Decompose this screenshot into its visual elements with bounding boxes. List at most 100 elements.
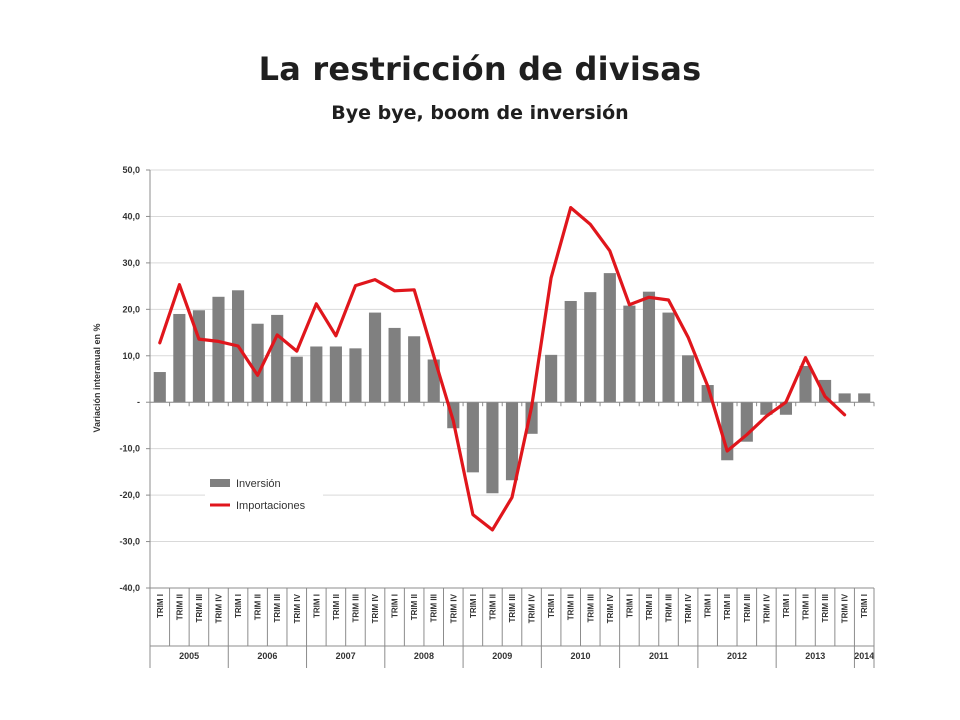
line-series-importaciones: [158, 206, 847, 532]
bar-inversion: [173, 313, 186, 403]
x-tick-label: TRIM IV: [449, 593, 458, 623]
bar-series-inversion: [153, 273, 871, 494]
bar-inversion: [819, 379, 832, 403]
x-tick-label: TRIM I: [234, 594, 243, 618]
bar-inversion: [349, 348, 362, 403]
bar-inversion: [564, 300, 577, 403]
x-tick-label: TRIM II: [645, 594, 654, 620]
x-tick-label: TRIM II: [410, 594, 419, 620]
x-tick-label: TRIM I: [860, 594, 869, 618]
y-tick-label: -: [137, 397, 140, 407]
x-tick-label: TRIM II: [802, 594, 811, 620]
page-subtitle: Bye bye, boom de inversión: [331, 102, 629, 124]
x-tick-label: TRIM II: [723, 594, 732, 620]
x-tick-label: TRIM II: [332, 594, 341, 620]
y-tick-label: -40,0: [119, 583, 140, 593]
bar-inversion: [799, 365, 812, 403]
x-tick-label: TRIM II: [175, 594, 184, 620]
x-axis-category-table: TRIM I TRIM II TRIM III TRIM IV TRIM I TRIM I…: [149, 587, 875, 668]
bar-inversion: [271, 314, 284, 403]
bar-inversion: [329, 346, 342, 403]
legend-swatch-inversion: [210, 479, 230, 487]
legend-background: [205, 470, 323, 518]
x-tick-label: TRIM IV: [528, 593, 537, 623]
bar-inversion: [545, 354, 558, 403]
bar-inversion: [760, 402, 773, 415]
x-tick-label: TRIM I: [469, 594, 478, 618]
bar-inversion: [388, 327, 401, 403]
x-tick-label: TRIM III: [821, 594, 830, 622]
x-tick-label: TRIM IV: [371, 593, 380, 623]
year-label: 2010: [570, 651, 590, 661]
x-tick-label: TRIM III: [743, 594, 752, 622]
axes: [146, 169, 875, 668]
y-tick-label: 50,0: [122, 165, 140, 175]
year-label: 2005: [179, 651, 199, 661]
x-tick-label: TRIM II: [254, 594, 263, 620]
x-tick-label: TRIM I: [156, 594, 165, 618]
bar-inversion: [623, 305, 636, 403]
bar-inversion: [505, 402, 519, 481]
x-tick-label: TRIM II: [567, 594, 576, 620]
x-tick-label: TRIM III: [273, 594, 282, 622]
x-tick-label: TRIM III: [352, 594, 361, 622]
x-tick-label: TRIM I: [547, 594, 556, 618]
y-tick-label: 40,0: [122, 211, 140, 221]
bar-inversion: [368, 312, 382, 403]
bar-inversion: [290, 356, 303, 403]
x-tick-label: TRIM IV: [215, 593, 224, 623]
year-label: 2009: [492, 651, 512, 661]
year-label: 2007: [336, 651, 356, 661]
bar-inversion: [642, 291, 656, 403]
y-axis-label: Variación interanual en %: [92, 323, 102, 432]
line-importaciones: [158, 206, 847, 532]
x-tick-label: TRIM III: [586, 594, 595, 622]
x-tick-label: TRIM IV: [293, 593, 302, 623]
x-tick-label: TRIM III: [195, 594, 204, 622]
y-tick-label: -10,0: [119, 444, 140, 454]
x-tick-label: TRIM I: [625, 594, 634, 618]
legend-label-inversion: Inversión: [236, 478, 281, 490]
x-tick-label: TRIM II: [488, 594, 497, 620]
y-tick-label: 10,0: [122, 351, 140, 361]
x-tick-label: TRIM IV: [841, 593, 850, 623]
bar-inversion: [251, 323, 264, 403]
x-tick-label: TRIM I: [704, 594, 713, 618]
year-label: 2006: [257, 651, 277, 661]
bar-inversion: [682, 355, 695, 403]
bar-inversion: [212, 296, 225, 403]
bar-inversion: [838, 393, 851, 403]
x-tick-label: TRIM IV: [762, 593, 771, 623]
x-tick-label: TRIM IV: [684, 593, 693, 623]
bar-inversion: [153, 372, 166, 403]
x-tick-label: TRIM III: [430, 594, 439, 622]
legend: Inversión Importaciones: [205, 470, 323, 518]
x-tick-label: TRIM IV: [606, 593, 615, 623]
year-label: 2008: [414, 651, 434, 661]
bar-inversion: [603, 273, 616, 403]
x-tick-label: TRIM III: [508, 594, 517, 622]
y-tick-labels: 50,0 40,0 30,0 20,0 10,0 - -10,0 -20,0 -30,0 -40,…: [119, 165, 140, 593]
bar-inversion: [408, 336, 421, 403]
x-tick-label: TRIM I: [391, 594, 400, 618]
y-tick-label: 30,0: [122, 258, 140, 268]
y-tick-label: 20,0: [122, 304, 140, 314]
bar-inversion: [486, 402, 499, 494]
y-tick-label: -20,0: [119, 490, 140, 500]
bar-inversion: [662, 312, 675, 403]
x-tick-label: TRIM I: [782, 594, 791, 618]
bar-inversion: [310, 346, 323, 403]
legend-label-importaciones: Importaciones: [236, 500, 306, 512]
year-label: 2013: [805, 651, 825, 661]
year-label: 2011: [649, 651, 669, 661]
bar-inversion: [584, 292, 597, 403]
year-label: 2014: [854, 651, 874, 661]
bar-inversion: [858, 393, 871, 403]
x-tick-label: TRIM I: [312, 594, 321, 618]
page-title: La restricción de divisas: [258, 50, 702, 88]
x-tick-label: TRIM III: [665, 594, 674, 622]
y-tick-label: -30,0: [119, 537, 140, 547]
bar-inversion: [466, 402, 479, 473]
year-label: 2012: [727, 651, 747, 661]
